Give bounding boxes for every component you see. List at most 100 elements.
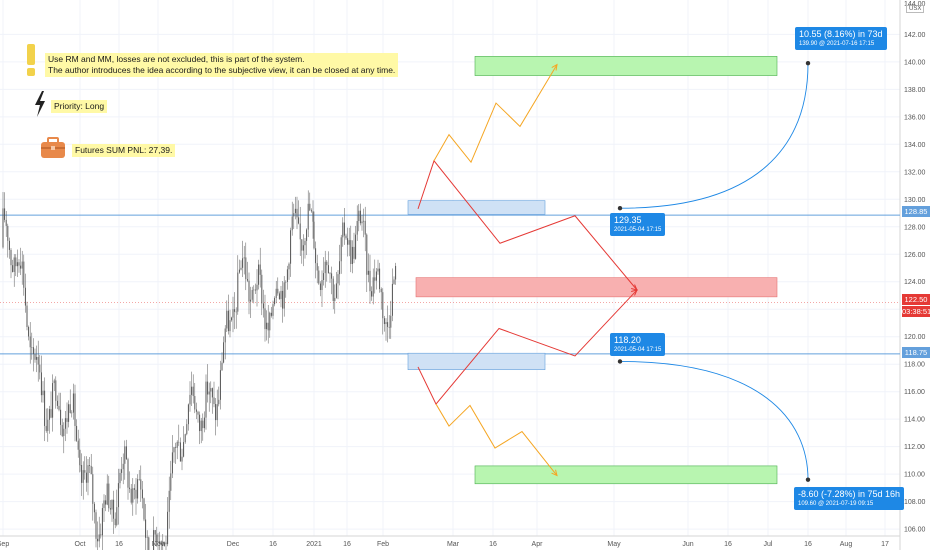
candle-body: [243, 257, 245, 259]
measure-point: [617, 359, 623, 364]
candle-body: [331, 273, 333, 279]
candle-body: [157, 541, 159, 543]
y-tick-label: 134.00: [904, 142, 926, 149]
candle-body: [319, 283, 321, 290]
candle-body: [81, 465, 83, 483]
candle-body: [385, 322, 387, 325]
y-tick-label-top: 144.00: [904, 1, 926, 8]
candle-body: [26, 305, 28, 327]
candle-body: [184, 434, 186, 443]
candle-body: [375, 271, 377, 281]
candle-body: [5, 219, 7, 226]
x-tick-label: May: [607, 541, 621, 548]
candle-body: [66, 418, 68, 422]
note-priority: Priority: Long: [51, 100, 108, 113]
candle-body: [235, 311, 237, 313]
zone-middle: [415, 277, 778, 298]
candle-body: [56, 400, 58, 406]
x-tick-label: Feb: [377, 541, 389, 548]
candle-body: [52, 383, 54, 418]
candle-body: [82, 470, 84, 483]
candle-body: [109, 508, 111, 510]
lower-measure-tag[interactable]: -8.60 (-7.28%) in 75d 16h 109.60 @ 2021-…: [794, 487, 905, 510]
upper-measure-tag[interactable]: 10.55 (8.16%) in 73d 139.90 @ 2021-07-16…: [795, 27, 887, 50]
candle-body: [85, 472, 87, 483]
candle-body: [334, 297, 336, 301]
projection-red-path: [417, 289, 638, 405]
candle-body: [77, 440, 79, 450]
candle-body: [231, 317, 233, 321]
candle-body: [64, 418, 66, 429]
candle-body: [253, 289, 255, 291]
candle-body: [262, 303, 264, 309]
note-pnl: Futures SUM PNL: 27,39.: [72, 144, 176, 157]
candle-body: [72, 393, 74, 413]
y-tick-label: 138.00: [904, 87, 926, 94]
candle-body: [37, 356, 39, 365]
candle-body: [286, 269, 288, 282]
candle-body: [350, 240, 352, 265]
candle-body: [335, 283, 337, 298]
candle-body: [291, 216, 293, 231]
candle-body: [137, 479, 139, 499]
candle-body: [345, 235, 347, 239]
candle-body: [24, 287, 26, 306]
candle-body: [383, 318, 385, 325]
candle-body: [186, 424, 188, 435]
candle-body: [116, 507, 118, 526]
candle-body: [316, 263, 318, 271]
arrowhead-red-2: [631, 289, 638, 296]
candle-body: [179, 442, 181, 462]
lower-start-tag[interactable]: 118.20 2021-05-04 17:15: [610, 333, 666, 356]
x-tick-label: Sep: [0, 541, 9, 548]
candle-body: [4, 208, 6, 220]
candle-body: [290, 230, 292, 264]
candle-body: [329, 273, 331, 274]
candle-body: [278, 293, 280, 300]
candle-body: [10, 249, 12, 266]
candle-body: [388, 326, 390, 328]
candle-body: [192, 386, 194, 397]
candle-body: [21, 261, 23, 269]
candle-body: [20, 265, 22, 269]
candle-body: [216, 404, 218, 421]
arrowhead-orange-up: [551, 63, 558, 71]
candle-body: [254, 289, 256, 291]
candle-body: [264, 308, 266, 330]
x-tick-label: 16: [804, 541, 812, 548]
candle-body: [353, 246, 355, 259]
countdown-tag: 03:38:51: [902, 306, 932, 317]
candle-body: [146, 537, 148, 538]
y-tick-label: 130.00: [904, 197, 926, 204]
candle-body: [105, 500, 107, 505]
candle-body: [251, 289, 253, 300]
candle-body: [87, 465, 89, 483]
candle-body: [97, 538, 99, 542]
candle-body: [218, 399, 220, 405]
x-tick-label: 16: [343, 541, 351, 548]
exclamation-icon: [25, 44, 37, 81]
candle-body: [293, 213, 295, 217]
last-price-tag: 122.50: [902, 294, 930, 305]
zone-lower-target: [474, 465, 778, 485]
upper-start-tag[interactable]: 129.35 2021-05-04 17:15: [610, 213, 666, 236]
candle-body: [18, 262, 20, 266]
candle-body: [187, 404, 189, 425]
candle-body: [133, 488, 135, 490]
candle-body: [321, 280, 323, 290]
candle-body: [130, 488, 132, 503]
note-risk: Use RM and MM, losses are not excluded, …: [45, 53, 399, 77]
x-tick-label: Jul: [764, 541, 773, 548]
lightning-icon: [33, 91, 47, 122]
candle-body: [340, 237, 342, 262]
candle-body: [261, 274, 263, 304]
candle-body: [211, 388, 213, 398]
candle-body: [246, 279, 248, 281]
candle-body: [34, 354, 36, 360]
candle-body: [307, 203, 309, 230]
candle-body: [327, 265, 329, 274]
candle-body: [53, 380, 55, 384]
y-tick-label: 106.00: [904, 527, 926, 534]
candle-body: [165, 542, 167, 545]
